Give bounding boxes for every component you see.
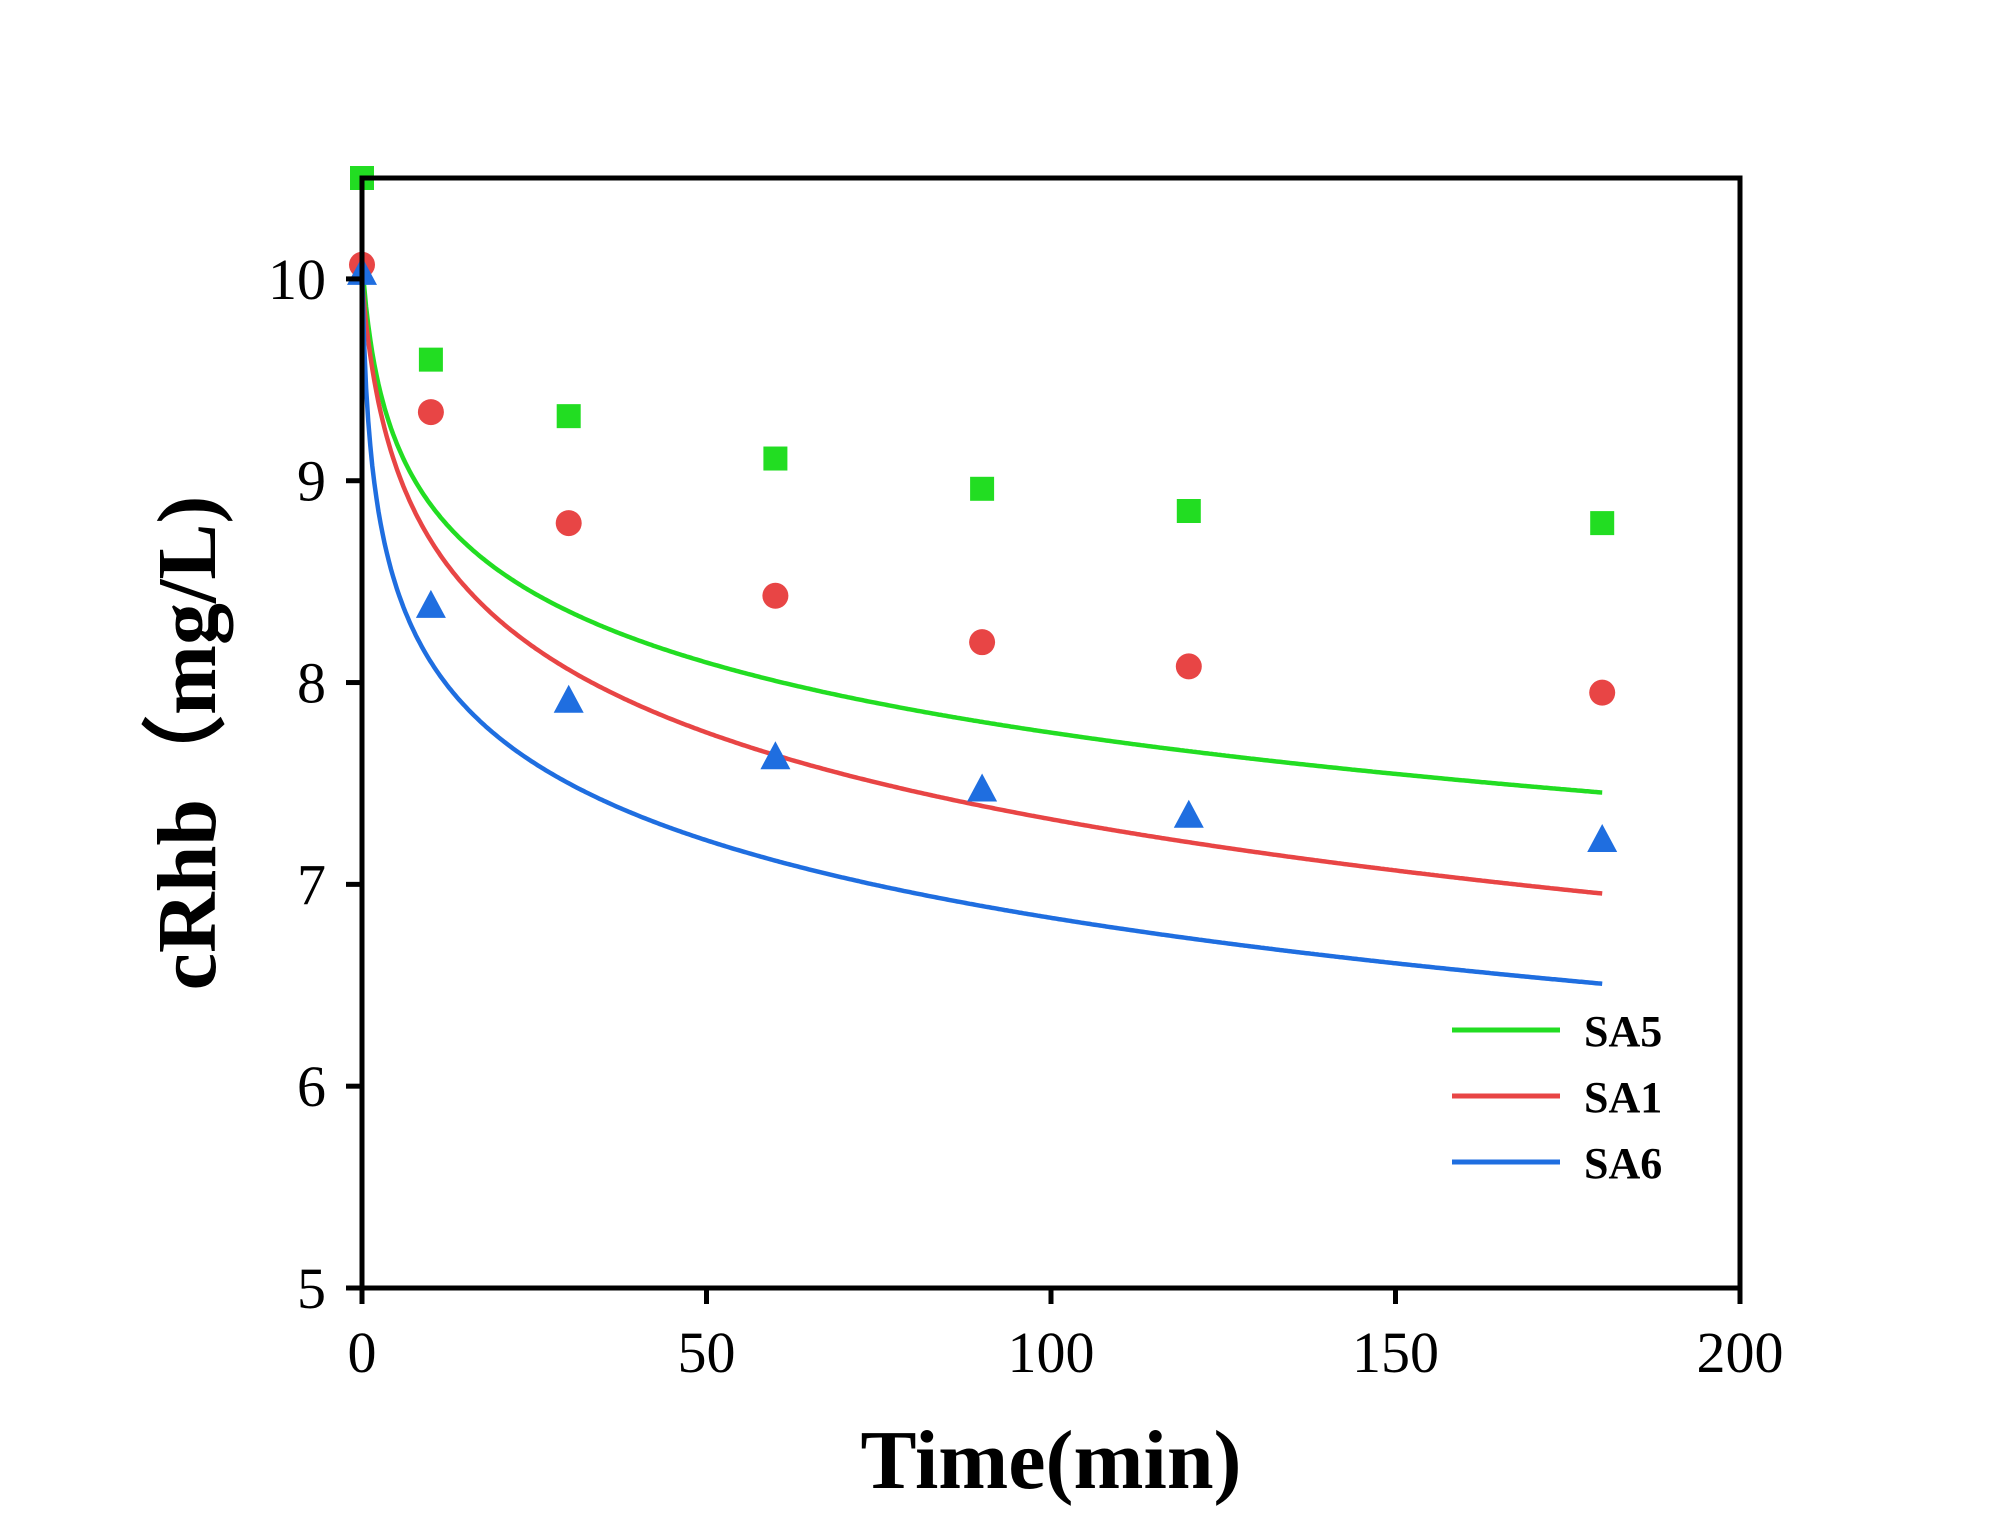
fit-curve-sa1 xyxy=(362,280,1603,896)
data-point-sa5 xyxy=(556,404,581,429)
x-tick-label: 100 xyxy=(1008,1320,1095,1385)
data-point-sa5 xyxy=(970,476,995,501)
y-tick-label: 6 xyxy=(297,1054,326,1119)
y-tick-label: 5 xyxy=(297,1256,326,1321)
data-point-sa5 xyxy=(418,347,443,372)
data-point-sa6 xyxy=(760,741,791,770)
data-point-sa5 xyxy=(1590,511,1615,536)
legend-label-sa5: SA5 xyxy=(1584,1007,1662,1056)
data-point-sa6 xyxy=(553,684,584,713)
x-tick-label: 200 xyxy=(1697,1320,1784,1385)
data-point-sa5 xyxy=(763,446,788,471)
fit-curve-sa5 xyxy=(362,258,1603,795)
data-markers xyxy=(347,166,1618,852)
legend-label-sa6: SA6 xyxy=(1584,1139,1662,1188)
data-point-sa1 xyxy=(762,582,789,609)
x-tick-label: 0 xyxy=(348,1320,377,1385)
x-tick-label: 150 xyxy=(1352,1320,1439,1385)
y-tick-label: 8 xyxy=(297,651,326,716)
fit-curve-sa6 xyxy=(362,264,1603,986)
legend: SA5 SA1 SA6 xyxy=(1452,1007,1662,1188)
data-point-sa1 xyxy=(555,510,582,537)
fit-curves xyxy=(362,258,1603,986)
y-tick-label: 9 xyxy=(297,449,326,514)
y-axis-title: cRhb（mg/L) xyxy=(141,496,234,991)
data-point-sa6 xyxy=(1173,799,1204,828)
data-point-sa1 xyxy=(969,629,996,656)
data-point-sa6 xyxy=(415,589,446,618)
axis-ticks: 0 50 100 150 200 5 6 7 8 9 10 xyxy=(268,247,1784,1385)
legend-label-sa1: SA1 xyxy=(1584,1073,1662,1122)
y-tick-label: 10 xyxy=(268,247,326,312)
data-point-sa6 xyxy=(967,773,998,802)
data-point-sa1 xyxy=(1589,679,1616,706)
x-tick-label: 50 xyxy=(678,1320,736,1385)
data-point-sa1 xyxy=(1175,653,1202,680)
data-point-sa1 xyxy=(417,399,444,426)
data-point-sa6 xyxy=(1587,823,1618,852)
x-axis-title: Time(min) xyxy=(860,1414,1241,1507)
data-point-sa5 xyxy=(1176,499,1201,523)
y-tick-label: 7 xyxy=(297,852,326,917)
